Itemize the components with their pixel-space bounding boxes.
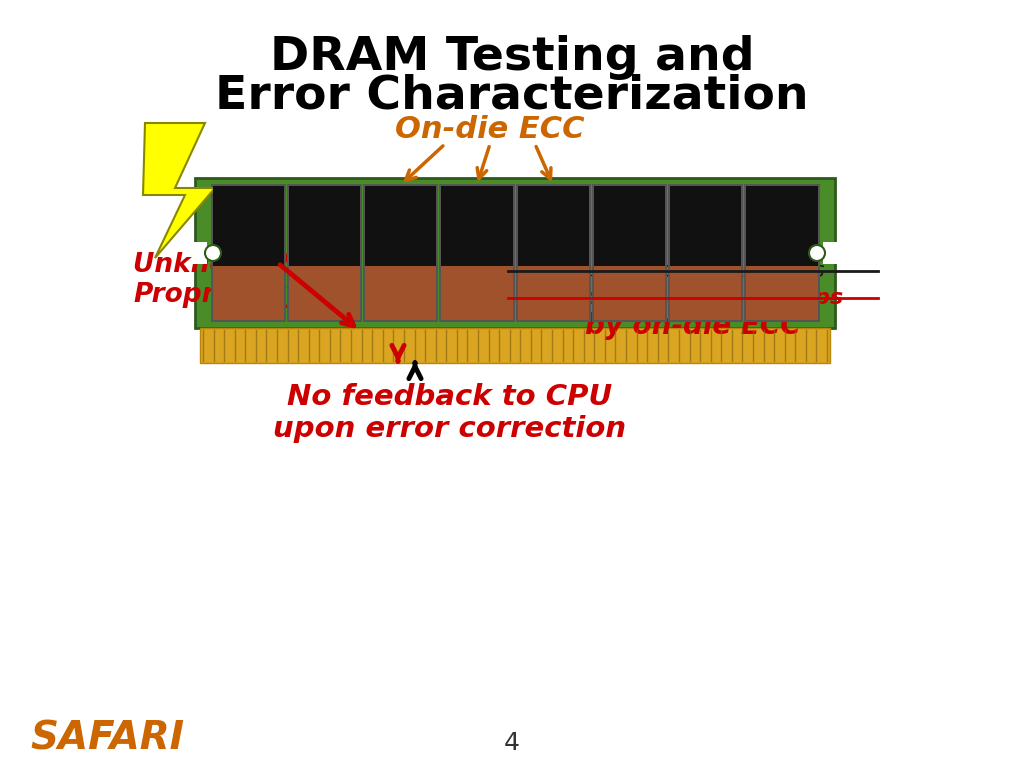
Bar: [287, 184, 362, 322]
Text: No feedback to CPU
upon error correction: No feedback to CPU upon error correction: [273, 382, 627, 443]
Bar: [441, 186, 512, 266]
Bar: [200, 328, 830, 363]
Bar: [823, 242, 837, 264]
Text: Unknown &
Proprietary: Unknown & Proprietary: [133, 252, 303, 308]
Text: Error Characterization: Error Characterization: [215, 74, 809, 118]
Text: SAFARI: SAFARI: [30, 719, 184, 757]
Bar: [213, 266, 284, 320]
Bar: [744, 184, 819, 322]
Circle shape: [205, 245, 221, 261]
Circle shape: [809, 245, 825, 261]
Bar: [517, 266, 589, 320]
Bar: [594, 266, 665, 320]
Bar: [441, 266, 512, 320]
Bar: [517, 186, 589, 266]
Bar: [592, 184, 667, 322]
Text: 4: 4: [504, 731, 520, 755]
Bar: [515, 184, 591, 322]
Bar: [668, 184, 743, 322]
Bar: [289, 266, 360, 320]
Bar: [746, 186, 817, 266]
Bar: [670, 266, 741, 320]
Bar: [365, 266, 436, 320]
Polygon shape: [143, 123, 215, 258]
Bar: [289, 186, 360, 266]
FancyBboxPatch shape: [195, 178, 835, 328]
Bar: [211, 184, 286, 322]
Bar: [746, 266, 817, 320]
Bar: [594, 186, 665, 266]
Bar: [439, 184, 514, 322]
Bar: [362, 184, 438, 322]
Bar: [365, 186, 436, 266]
Text: On-die ECC: On-die ECC: [395, 115, 585, 144]
Bar: [670, 186, 741, 266]
Text: Study observed bit flips: Study observed bit flips: [543, 288, 843, 308]
Text: Study observed bit flips: Study observed bit flips: [561, 261, 825, 281]
Text: by on-die ECC: by on-die ECC: [585, 312, 801, 340]
Text: DRAM Testing and: DRAM Testing and: [269, 35, 755, 81]
Bar: [193, 242, 207, 264]
Bar: [213, 186, 284, 266]
Text: obfuscated: obfuscated: [608, 286, 748, 306]
